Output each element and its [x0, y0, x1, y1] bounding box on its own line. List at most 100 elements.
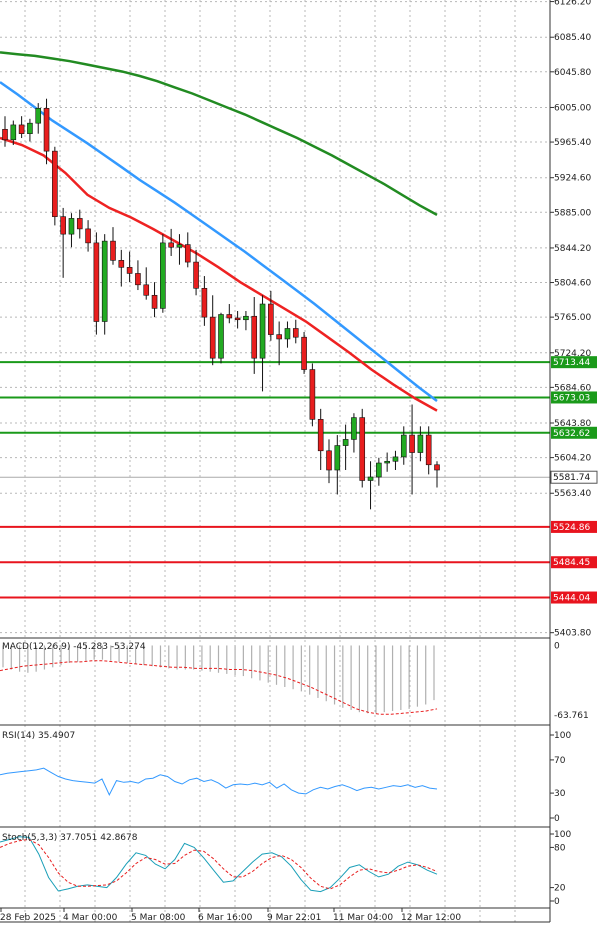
bear-candle	[52, 150, 58, 217]
price-axis: 6126.20 6085.40 6045.80 6005.00 5965.40 5924.…	[550, 0, 591, 907]
resistance-level-tag	[551, 426, 597, 439]
bull-candle	[259, 303, 266, 359]
price-tick-label: 5885.00	[554, 208, 591, 218]
price-candles	[2, 98, 440, 510]
bull-candle	[10, 124, 17, 141]
bull-candle	[400, 434, 407, 458]
support-level-tag	[551, 591, 597, 604]
bull-candle	[176, 244, 183, 248]
bull-candle	[27, 122, 33, 134]
rsi-tick-label: 30	[554, 789, 566, 799]
resistance-level-tag	[551, 391, 597, 404]
bear-candle	[135, 273, 141, 286]
bear-candle	[118, 260, 125, 268]
bear-candle	[126, 267, 133, 274]
price-tick-label: 5844.20	[554, 244, 591, 254]
rsi-panel	[0, 767, 438, 796]
bear-candle	[309, 369, 316, 420]
bull-candle	[334, 445, 341, 471]
bear-candle	[43, 108, 50, 152]
bear-candle	[276, 334, 282, 340]
stoch-label: Stoch(5,3,3) 37.7051 42.8678	[2, 833, 138, 843]
bear-candle	[2, 128, 8, 141]
bear-candle	[85, 228, 91, 244]
price-tick-label: 5965.40	[554, 138, 591, 148]
moving-average-line	[0, 51, 438, 216]
bull-candle	[68, 218, 75, 235]
bear-candle	[317, 419, 324, 452]
rsi-tick-label: 0	[554, 814, 560, 824]
chart-grid	[0, 0, 550, 922]
current-price-value: 5581.74	[553, 473, 590, 483]
time-label: 5 Mar 08:00	[131, 913, 186, 923]
bear-candle	[143, 284, 150, 296]
bear-candle	[193, 261, 199, 289]
rsi-tick-label: 70	[554, 756, 566, 766]
bear-candle	[251, 315, 258, 359]
support-level-value: 5444.04	[553, 594, 590, 604]
resistance-level-value: 5632.62	[553, 429, 590, 439]
chart-frame	[0, 0, 551, 923]
bear-candle	[184, 244, 191, 263]
bull-candle	[351, 417, 357, 440]
bull-candle	[392, 456, 399, 462]
stoch-panel	[0, 836, 438, 893]
time-label: 9 Mar 22:01	[267, 913, 321, 923]
bear-candle	[409, 434, 415, 453]
bull-candle	[376, 462, 382, 478]
stoch-k-line	[0, 836, 438, 893]
bear-candle	[60, 216, 66, 235]
stoch-tick-label: 80	[554, 843, 566, 853]
stoch-tick-label: 20	[554, 884, 566, 894]
price-tick-label: 6085.40	[554, 33, 591, 43]
bear-candle	[18, 124, 25, 134]
price-levels	[0, 361, 550, 599]
macd-tick-label: 0	[554, 641, 560, 651]
time-axis: 28 Feb 2025 4 Mar 00:00 5 Mar 08:00 6 Mar 1…	[0, 908, 461, 923]
rsi-line	[0, 767, 438, 796]
price-tick-label: 6126.20	[554, 0, 591, 8]
bear-candle	[209, 316, 216, 359]
time-label: 28 Feb 2025	[0, 913, 56, 923]
bull-candle	[101, 240, 108, 322]
bear-candle	[226, 314, 233, 319]
bear-candle	[201, 287, 208, 318]
bear-candle	[110, 240, 116, 261]
time-label: 12 Mar 12:00	[401, 913, 461, 923]
bear-candle	[359, 417, 366, 481]
current-price-tag	[550, 470, 598, 484]
support-level-value: 5484.45	[553, 558, 590, 568]
bull-candle	[284, 328, 291, 340]
support-level-value: 5524.86	[553, 523, 590, 533]
rsi-tick-label: 100	[554, 731, 571, 741]
stoch-tick-label: 100	[554, 830, 571, 840]
resistance-level-value: 5713.44	[553, 358, 590, 368]
stoch-d-line	[0, 838, 438, 890]
moving-average-line	[0, 81, 438, 403]
macd-panel	[0, 645, 438, 715]
bear-candle	[268, 303, 274, 335]
bull-candle	[342, 439, 349, 446]
bear-candle	[425, 434, 432, 466]
price-tick-label: 5563.40	[554, 489, 591, 499]
bull-candle	[417, 434, 424, 453]
time-label: 6 Mar 16:00	[198, 913, 253, 923]
bull-candle	[218, 314, 224, 359]
bear-candle	[151, 294, 158, 309]
price-tick-label: 5804.60	[554, 279, 591, 289]
support-level-tag	[551, 520, 597, 533]
bear-candle	[326, 450, 332, 471]
rsi-label: RSI(14) 35.4907	[2, 731, 75, 741]
bull-candle	[35, 108, 42, 124]
resistance-level-tag	[551, 356, 597, 369]
price-tick-label: 5643.80	[554, 419, 591, 429]
bull-candle	[384, 460, 390, 464]
price-tick-label: 5724.20	[554, 349, 591, 359]
bear-candle	[301, 336, 307, 370]
moving-averages	[0, 51, 438, 412]
time-label: 4 Mar 00:00	[63, 913, 118, 923]
price-tick-label: 5684.60	[554, 383, 591, 393]
support-level-tag	[551, 556, 597, 569]
bull-candle	[160, 242, 166, 309]
